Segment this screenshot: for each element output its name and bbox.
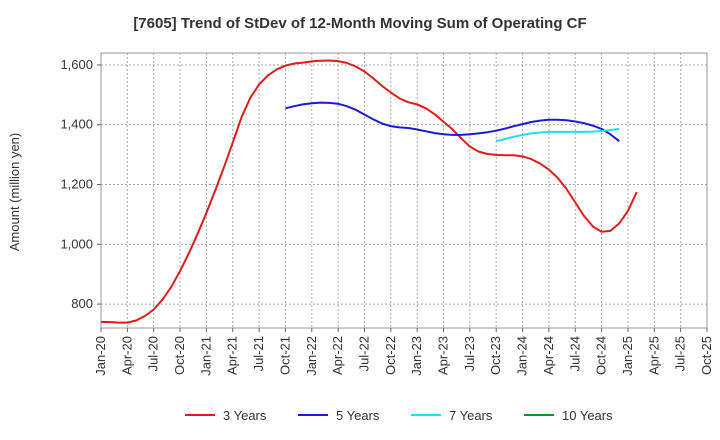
y-axis: 800 1,000 1,200 1,400 1,600 xyxy=(60,57,101,311)
x-tick-label: Jul-23 xyxy=(462,336,477,371)
y-tick-label: 1,000 xyxy=(60,236,93,251)
x-tick-label: Apr-22 xyxy=(330,336,345,375)
x-tick-label: Jan-24 xyxy=(515,336,530,376)
plot-area-frame xyxy=(100,52,708,329)
y-tick-label: 1,200 xyxy=(60,177,93,192)
x-tick-label: Jul-20 xyxy=(146,336,161,371)
x-tick-label: Apr-25 xyxy=(646,336,661,375)
x-tick-label: Jul-25 xyxy=(673,336,688,371)
series-line-7-years xyxy=(495,127,620,143)
x-tick-label: Apr-20 xyxy=(119,336,134,375)
series-line-5-years xyxy=(285,101,620,142)
chart-title: [7605] Trend of StDev of 12-Month Moving… xyxy=(133,15,586,32)
x-tick-label: Jan-23 xyxy=(409,336,424,376)
x-axis: Jan-20 Apr-20 Jul-20 Oct-20 Jan-21 Apr-21 Jul-… xyxy=(93,328,714,376)
legend-label-7-years: 7 Years xyxy=(449,408,493,423)
y-axis-label: Amount (million yen) xyxy=(7,133,22,252)
x-tick-label: Jan-22 xyxy=(304,336,319,376)
x-tick-label: Jul-24 xyxy=(567,336,582,371)
x-tick-label: Jul-21 xyxy=(251,336,266,371)
grid xyxy=(100,53,708,328)
x-tick-label: Apr-21 xyxy=(225,336,240,375)
x-tick-label: Oct-24 xyxy=(594,336,609,375)
x-tick-label: Jan-25 xyxy=(620,336,635,376)
x-tick-label: Jul-22 xyxy=(356,336,371,371)
legend-label-5-years: 5 Years xyxy=(336,408,380,423)
x-tick-label: Oct-25 xyxy=(699,336,714,375)
x-tick-label: Jan-21 xyxy=(198,336,213,376)
x-tick-label: Oct-20 xyxy=(172,336,187,375)
legend: 3 Years 5 Years 7 Years 10 Years xyxy=(185,408,613,423)
x-tick-label: Oct-23 xyxy=(488,336,503,375)
x-tick-label: Jan-20 xyxy=(93,336,108,376)
series-lines xyxy=(101,59,638,324)
x-tick-label: Oct-22 xyxy=(383,336,398,375)
y-tick-label: 1,600 xyxy=(60,57,93,72)
y-tick-label: 800 xyxy=(71,296,93,311)
x-tick-label: Oct-21 xyxy=(277,336,292,375)
x-tick-label: Apr-24 xyxy=(541,336,556,375)
legend-label-3-years: 3 Years xyxy=(223,408,267,423)
x-tick-label: Apr-23 xyxy=(436,336,451,375)
legend-label-10-years: 10 Years xyxy=(562,408,613,423)
series-line-3-years xyxy=(101,59,638,324)
y-tick-label: 1,400 xyxy=(60,117,93,132)
